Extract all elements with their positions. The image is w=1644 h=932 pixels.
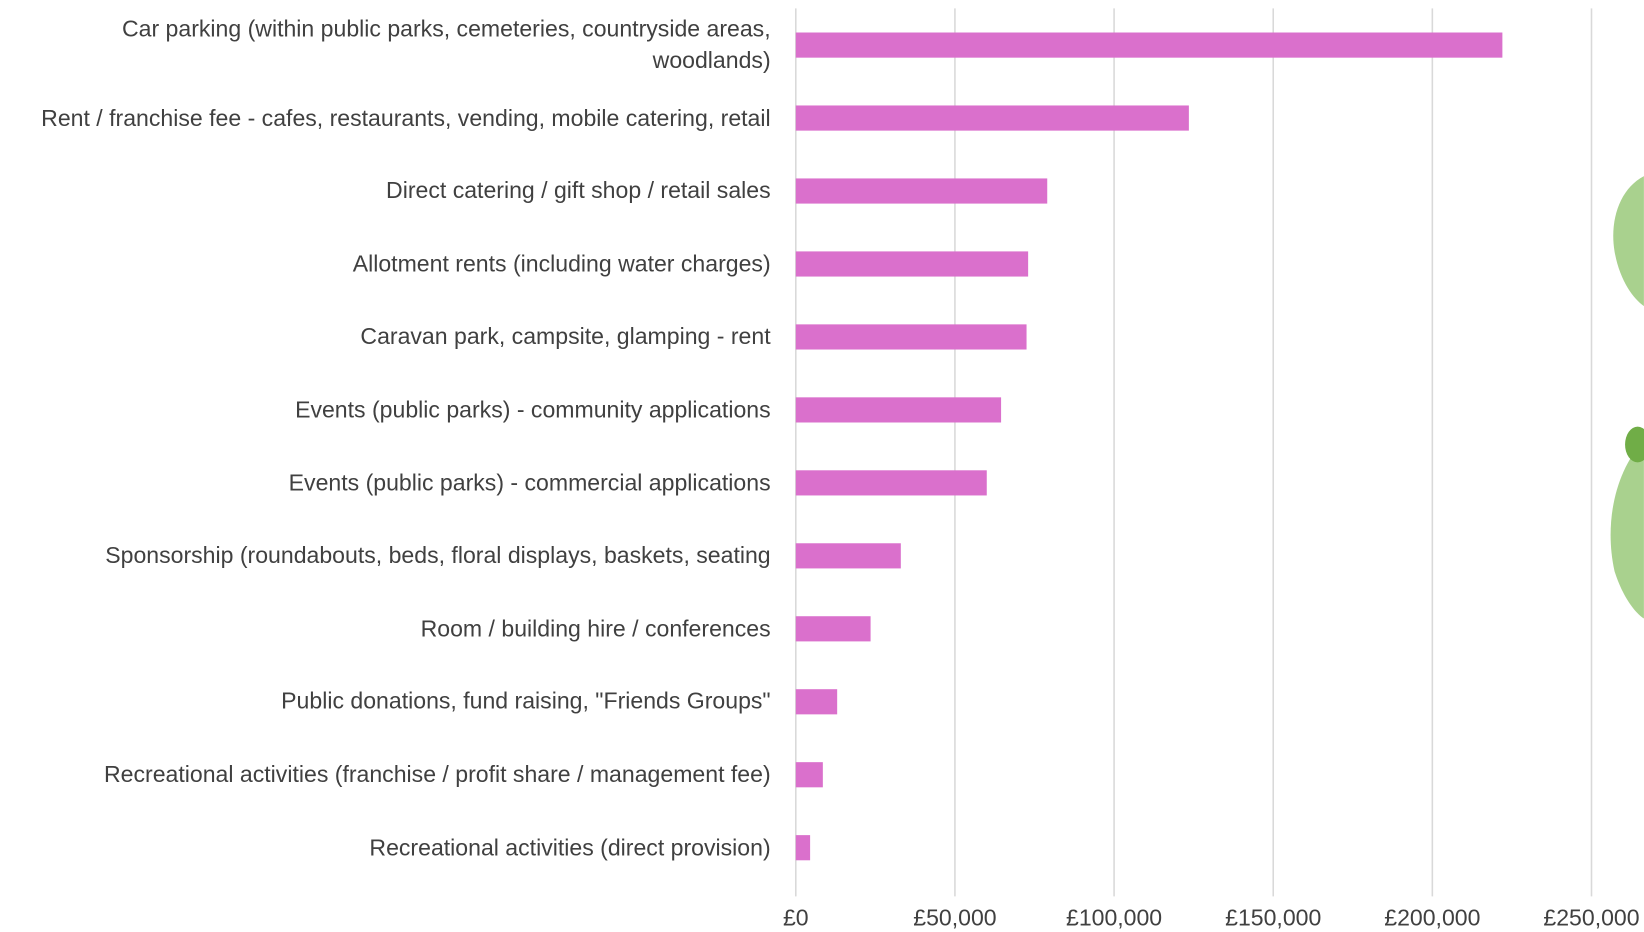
y-tick-label: Caravan park, campsite, glamping - rent bbox=[360, 323, 771, 350]
y-tick-label: Allotment rents (including water charges… bbox=[352, 250, 771, 277]
bar bbox=[795, 324, 1027, 350]
y-tick-label: Rent / franchise fee - cafes, restaurant… bbox=[41, 104, 771, 131]
y-tick-label: Recreational activities (franchise / pro… bbox=[104, 761, 771, 788]
y-label-box: Car parking (within public parks, cemete… bbox=[121, 15, 771, 74]
x-tick-label: £0 bbox=[783, 905, 809, 931]
bar bbox=[795, 178, 1048, 204]
x-tick-label: £200,000 bbox=[1384, 905, 1480, 931]
leaf bbox=[1610, 440, 1644, 619]
x-tick-label: £150,000 bbox=[1225, 905, 1321, 931]
y-tick-label: Public donations, fund raising, "Friends… bbox=[281, 688, 771, 715]
bar bbox=[795, 470, 987, 496]
y-label-box: Direct catering / gift shop / retail sal… bbox=[386, 177, 771, 204]
leaf-dark bbox=[1625, 426, 1644, 463]
x-tick-label: £50,000 bbox=[913, 905, 996, 931]
y-tick-label: Recreational activities (direct provisio… bbox=[369, 834, 771, 861]
y-tick-label: Direct catering / gift shop / retail sal… bbox=[386, 177, 771, 204]
y-tick-label: Events (public parks) - commercial appli… bbox=[288, 469, 771, 496]
bar bbox=[795, 762, 823, 788]
bar bbox=[795, 397, 1002, 423]
y-label-box: Room / building hire / conferences bbox=[420, 615, 771, 642]
y-label-box: Events (public parks) - commercial appli… bbox=[288, 469, 771, 496]
bar bbox=[795, 251, 1029, 277]
y-label-box: Recreational activities (franchise / pro… bbox=[104, 761, 771, 788]
y-label-box: Public donations, fund raising, "Friends… bbox=[281, 688, 771, 715]
y-label-box: Recreational activities (direct provisio… bbox=[369, 834, 771, 861]
y-label-box: Caravan park, campsite, glamping - rent bbox=[360, 323, 771, 350]
decoration bbox=[1610, 176, 1644, 619]
y-label-box: Sponsorship (roundabouts, beds, floral d… bbox=[105, 542, 771, 569]
bar bbox=[795, 105, 1189, 131]
x-tick-label: £250,000 bbox=[1543, 905, 1639, 931]
bar bbox=[795, 616, 871, 642]
y-label-box: Events (public parks) - community applic… bbox=[295, 396, 771, 423]
bar bbox=[795, 689, 838, 715]
y-tick-label: Room / building hire / conferences bbox=[420, 615, 771, 642]
bar bbox=[795, 835, 811, 861]
bar bbox=[795, 32, 1503, 58]
y-label-box: Allotment rents (including water charges… bbox=[352, 250, 771, 277]
y-tick-label: Sponsorship (roundabouts, beds, floral d… bbox=[105, 542, 771, 569]
y-tick-label: Car parking (within public parks, cemete… bbox=[121, 15, 771, 74]
y-label-box: Rent / franchise fee - cafes, restaurant… bbox=[41, 104, 771, 131]
x-tick-label: £100,000 bbox=[1066, 905, 1162, 931]
y-tick-label: Events (public parks) - community applic… bbox=[295, 396, 771, 423]
leaf bbox=[1613, 176, 1644, 307]
bar bbox=[795, 543, 901, 569]
